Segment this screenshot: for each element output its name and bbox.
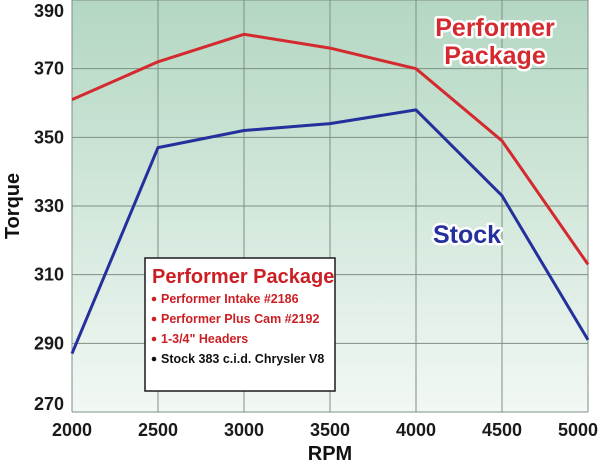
y-axis-title: Torque	[2, 173, 24, 239]
legend-title: Performer Package	[152, 266, 334, 288]
series-line-performer-package	[71, 32, 590, 266]
y-tick-label: 350	[34, 127, 64, 147]
legend-item-label: Performer Intake #2186	[161, 292, 299, 306]
legend-box: Performer Package Performer Intake #2186…	[144, 257, 336, 392]
x-tick-label: 3000	[224, 420, 264, 440]
y-tick-label: 310	[34, 265, 64, 285]
legend-bullet	[151, 296, 157, 302]
x-axis-title: RPM	[308, 443, 352, 465]
legend-item-label: 1-3/4" Headers	[161, 332, 248, 346]
y-tick-label: 290	[34, 333, 64, 353]
legend-items: Performer Intake #2186 Performer Plus Cam…	[151, 292, 324, 366]
legend-item-label: Stock 383 c.i.d. Chrysler V8	[161, 352, 324, 366]
x-tick-label: 2500	[138, 420, 178, 440]
x-tick-label: 5000	[558, 420, 598, 440]
legend-item-label: Performer Plus Cam #2192	[161, 312, 319, 326]
y-tick-labels: 390 370 350 330 310 290 270	[34, 1, 64, 414]
x-tick-label: 3500	[310, 420, 350, 440]
legend-bullet	[151, 316, 157, 322]
y-tick-label: 330	[34, 196, 64, 216]
legend-frame	[144, 257, 336, 392]
y-tick-label: 390	[34, 1, 64, 21]
x-tick-label: 4500	[482, 420, 522, 440]
series-label: Stock	[433, 221, 501, 249]
series-line-stock	[70, 108, 590, 355]
x-tick-labels: 2000 2500 3000 3500 4000 4500 5000	[52, 420, 598, 440]
x-tick-label: 4000	[396, 420, 436, 440]
y-tick-label: 370	[34, 59, 64, 79]
series-label: Performer	[435, 14, 555, 42]
x-tick-label: 2000	[52, 420, 92, 440]
legend-bullet	[151, 336, 157, 342]
y-tick-label: 270	[34, 394, 64, 414]
series-label: Package	[444, 42, 546, 70]
legend-bullet	[151, 356, 157, 362]
